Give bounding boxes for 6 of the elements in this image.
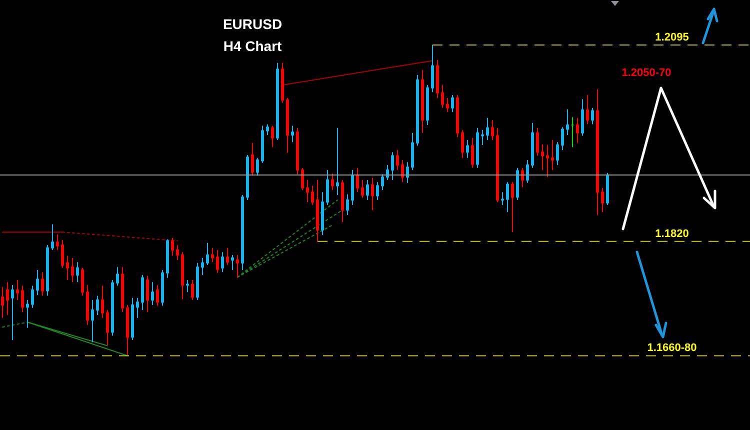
text: EURUSD	[222, 16, 282, 32]
text: H4 Chart	[223, 38, 282, 54]
ref-line-label: 1.2095	[655, 32, 689, 44]
ref-line-label: 1.1820	[655, 228, 689, 240]
annotation: 1.2050-70	[622, 67, 672, 79]
ref-line-label: 1.1660-80	[647, 342, 697, 354]
